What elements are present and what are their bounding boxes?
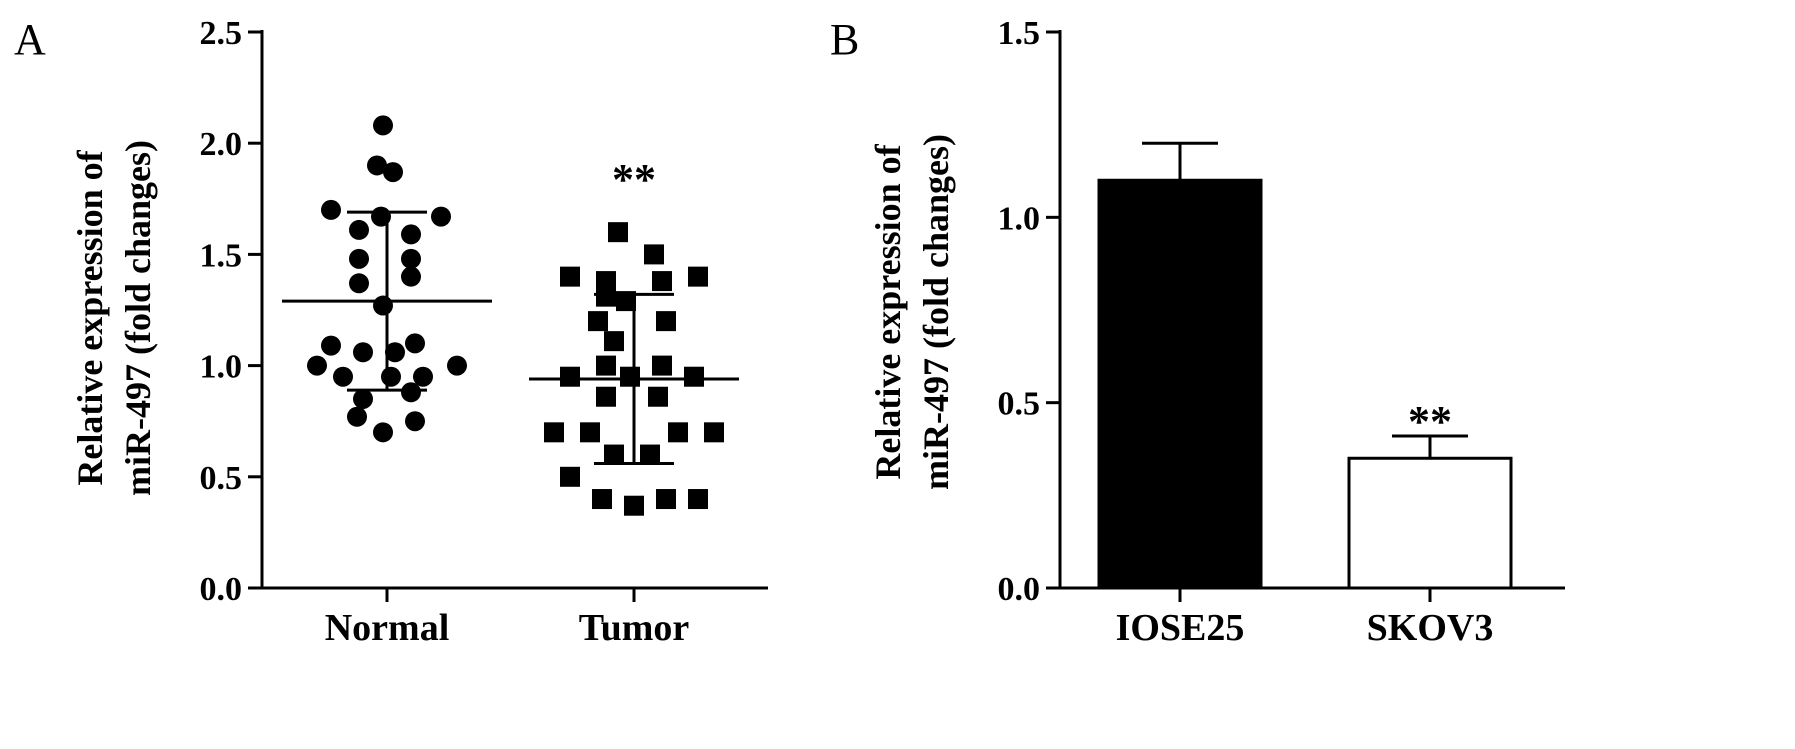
x-category-label-b: SKOV3 [1367,607,1494,649]
data-point-tumor [596,286,616,307]
data-point-tumor [624,495,644,516]
data-point-normal [353,388,373,409]
data-point-normal [401,224,421,245]
y-tick-label-b: 0.0 [998,571,1041,608]
data-point-tumor [652,271,672,292]
data-point-normal [373,115,393,136]
data-point-tumor [684,366,704,387]
y-tick-label-a: 0.5 [200,460,243,497]
panel-letter-a: A [14,15,46,64]
data-point-tumor [656,489,676,510]
y-axis-title-a-line-1: Relative expression of [70,149,110,485]
y-axis-title-a-line-2: miR-497 (fold changes) [118,140,158,496]
y-tick-label-b: 0.5 [998,386,1041,423]
data-point-tumor [604,444,624,465]
data-point-normal [349,273,369,294]
data-point-tumor [588,311,608,332]
data-point-tumor [596,386,616,407]
significance-marker-a: ** [612,155,656,204]
data-point-tumor [596,355,616,376]
data-point-tumor [652,355,672,376]
data-point-normal [321,199,341,220]
y-tick-label-b: 1.0 [998,200,1041,237]
data-point-tumor [592,489,612,510]
data-point-tumor [616,291,636,312]
data-point-normal [367,155,387,176]
y-tick-label-a: 0.0 [200,571,243,608]
plot-area-b: 0.0 0.5 1.0 1.5 IOSE25 SKOV3 ** [998,15,1565,649]
data-point-normal [385,342,405,363]
data-point-normal [401,266,421,287]
data-point-normal [383,162,403,183]
data-point-tumor [580,422,600,443]
data-point-normal [405,333,425,354]
data-point-normal [349,248,369,269]
data-point-tumor [640,444,660,465]
data-point-tumor [648,386,668,407]
y-axis-title-b-line-2: miR-497 (fold changes) [916,134,956,490]
y-axis-title-b: Relative expression of miR-497 (fold cha… [868,134,956,490]
y-tick-label-b: 1.5 [998,15,1041,52]
y-axis-title-b-line-1: Relative expression of [868,143,908,479]
plot-area-a: 0.0 0.5 1.0 1.5 2.0 2.5 Normal Tumor ** [200,15,768,649]
data-point-normal [347,406,367,427]
data-point-normal [321,335,341,356]
data-point-tumor [544,422,564,443]
data-point-normal [431,206,451,227]
y-axis-title-a: Relative expression of miR-497 (fold cha… [70,140,158,496]
x-category-label-a: Tumor [579,607,690,649]
data-point-normal [413,366,433,387]
panel-a: A Relative expression of miR-497 (fold c… [14,15,768,649]
data-point-normal [333,366,353,387]
data-point-normal [401,382,421,403]
data-point-tumor [560,366,580,387]
data-point-tumor [688,266,708,287]
data-point-normal [307,355,327,376]
y-tick-label-a: 2.5 [200,15,243,52]
significance-marker-b: ** [1408,397,1452,446]
y-tick-label-a: 2.0 [200,126,243,163]
bar-skov3 [1347,456,1513,590]
data-point-tumor [704,422,724,443]
data-point-normal [373,295,393,316]
data-point-tumor [560,266,580,287]
data-point-tumor [688,489,708,510]
panel-b: B Relative expression of miR-497 (fold c… [830,15,1565,649]
data-point-tumor [604,331,624,352]
data-point-normal [349,219,369,240]
data-point-tumor [560,466,580,487]
data-point-normal [373,422,393,443]
data-point-normal [405,411,425,432]
y-tick-label-a: 1.5 [200,237,243,274]
bar-iose25 [1097,178,1263,590]
data-point-normal [401,248,421,269]
x-category-label-b: IOSE25 [1116,607,1245,649]
x-category-label-a: Normal [325,607,450,649]
data-point-tumor [644,244,664,265]
data-point-normal [353,342,373,363]
data-point-normal [381,366,401,387]
data-point-tumor [596,271,616,292]
data-point-normal [447,355,467,376]
data-point-tumor [620,366,640,387]
data-point-tumor [668,422,688,443]
y-tick-label-a: 1.0 [200,349,243,386]
panel-letter-b: B [830,15,859,64]
data-point-tumor [608,222,628,243]
data-point-tumor [656,311,676,332]
